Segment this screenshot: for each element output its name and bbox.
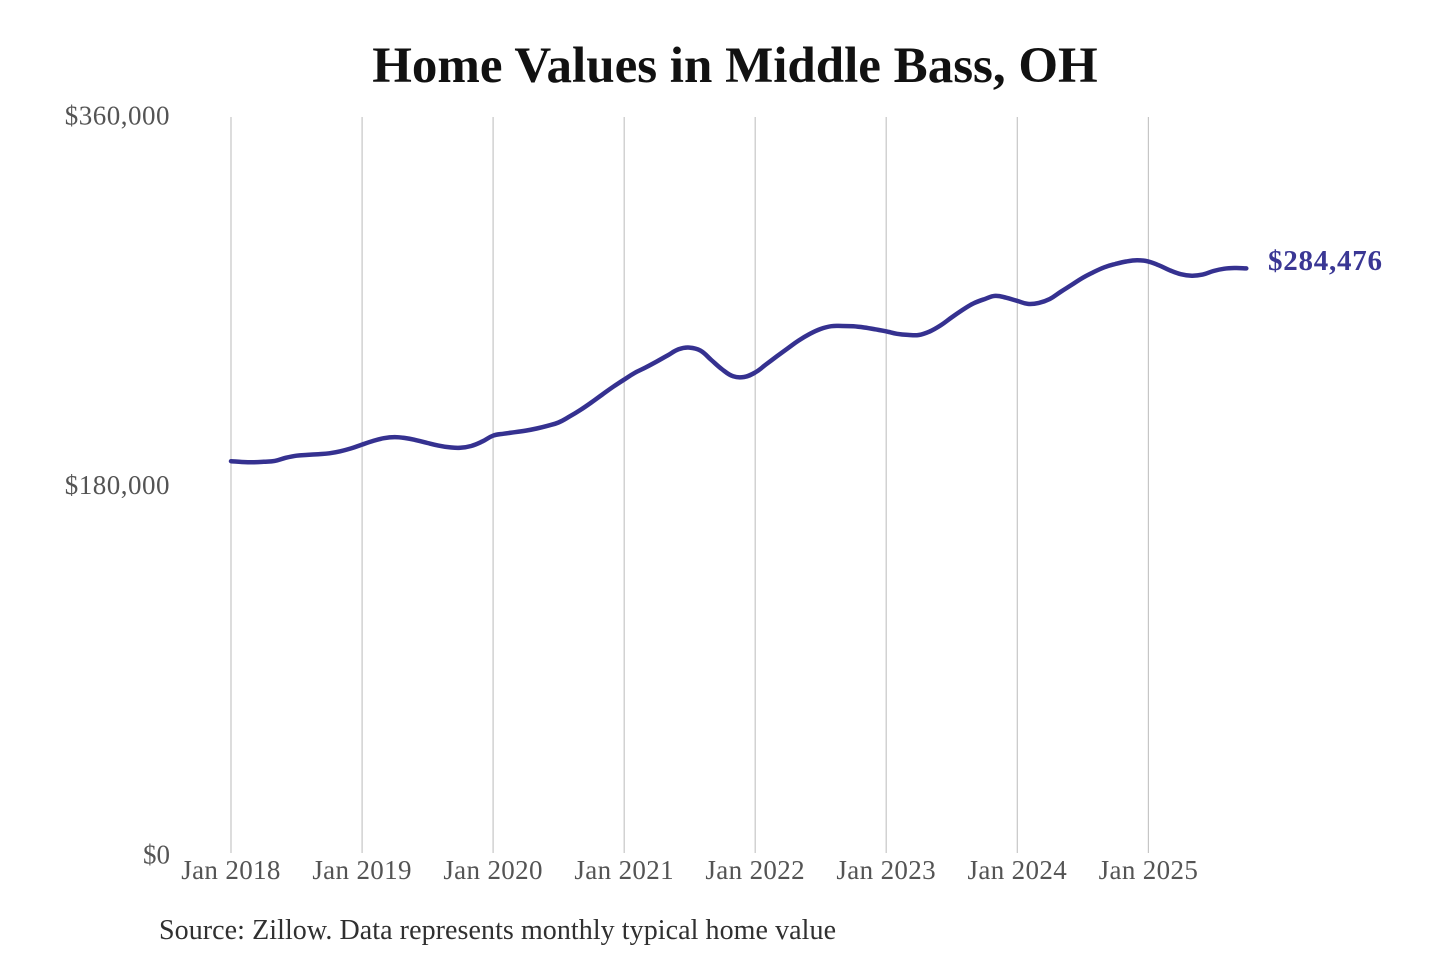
svg-text:Home Values in Middle Bass, OH: Home Values in Middle Bass, OH bbox=[372, 38, 1097, 94]
svg-text:$0: $0 bbox=[143, 840, 170, 870]
svg-text:Jan 2022: Jan 2022 bbox=[705, 855, 805, 885]
svg-text:Jan 2018: Jan 2018 bbox=[181, 855, 281, 885]
svg-text:Jan 2020: Jan 2020 bbox=[443, 855, 543, 885]
svg-text:$360,000: $360,000 bbox=[65, 101, 170, 131]
svg-text:Source: Zillow. Data represent: Source: Zillow. Data represents monthly … bbox=[159, 915, 836, 946]
svg-text:Jan 2025: Jan 2025 bbox=[1099, 855, 1199, 885]
svg-text:Jan 2021: Jan 2021 bbox=[574, 855, 674, 885]
svg-text:Jan 2023: Jan 2023 bbox=[836, 855, 936, 885]
svg-text:Jan 2024: Jan 2024 bbox=[968, 855, 1068, 885]
svg-text:$180,000: $180,000 bbox=[65, 470, 170, 500]
svg-text:$284,476: $284,476 bbox=[1268, 245, 1382, 277]
svg-text:Jan 2019: Jan 2019 bbox=[312, 855, 412, 885]
